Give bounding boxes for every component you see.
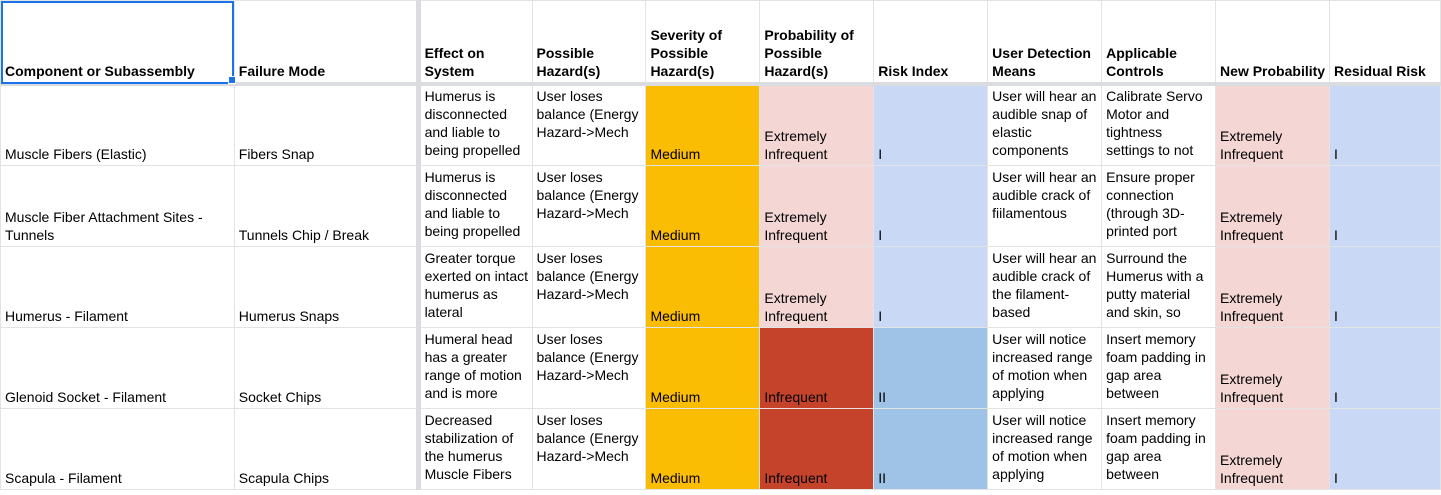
cell-failure-mode[interactable]: Scapula Chips — [233, 407, 421, 490]
table-row: Humerus - Filament Humerus Snaps Greater… — [0, 245, 1441, 328]
cell-effect-text: Humerus is disconnected and liable to be… — [424, 168, 521, 239]
header-cell-severity[interactable]: Severity of Possible Hazard(s) — [645, 0, 761, 86]
cell-controls-text: Insert memory foam padding in gap area b… — [1106, 411, 1206, 482]
cell-effect[interactable]: Humeral head has a greater range of moti… — [417, 326, 533, 409]
cell-risk-index[interactable]: II — [873, 326, 989, 409]
cell-detection[interactable]: User will hear an audible crack of the f… — [987, 245, 1103, 328]
cell-hazard[interactable]: User loses balance (Energy Hazard->Mech — [531, 83, 647, 166]
header-cell-failure-mode[interactable]: Failure Mode — [233, 0, 421, 86]
table-row: Glenoid Socket - Filament Socket Chips H… — [0, 326, 1441, 409]
cell-component[interactable]: Scapula - Filament — [0, 407, 235, 490]
cell-new-probability[interactable]: Extremely Infrequent — [1215, 83, 1330, 166]
cell-controls[interactable]: Ensure proper connection (through 3D-pri… — [1101, 164, 1217, 247]
header-cell-component[interactable]: Component or Subassembly — [0, 0, 235, 86]
cell-residual-risk[interactable]: I — [1328, 407, 1441, 490]
cell-residual-risk[interactable]: I — [1328, 164, 1441, 247]
cell-probability[interactable]: Extremely Infrequent — [759, 245, 875, 328]
cell-severity[interactable]: Medium — [645, 245, 761, 328]
cell-risk-index[interactable]: I — [873, 83, 989, 166]
header-cell-effect[interactable]: Effect on System — [417, 0, 533, 86]
cell-hazard[interactable]: User loses balance (Energy Hazard->Mech — [531, 164, 647, 247]
cell-controls[interactable]: Insert memory foam padding in gap area b… — [1101, 326, 1217, 409]
cell-severity[interactable]: Medium — [645, 83, 761, 166]
cell-failure-mode[interactable]: Fibers Snap — [233, 83, 421, 166]
cell-detection-text: User will hear an audible crack of the f… — [992, 249, 1097, 320]
cell-probability[interactable]: Infrequent — [759, 326, 875, 409]
cell-effect-text: Humerus is disconnected and liable to be… — [424, 87, 521, 158]
cell-controls-text: Calibrate Servo Motor and tightness sett… — [1106, 87, 1203, 158]
cell-risk-index[interactable]: I — [873, 164, 989, 247]
header-cell-detection[interactable]: User Detection Means — [987, 0, 1103, 86]
header-cell-controls[interactable]: Applicable Controls — [1101, 0, 1217, 86]
cell-detection[interactable]: User will hear an audible crack of fiila… — [987, 164, 1103, 247]
cell-failure-mode[interactable]: Socket Chips — [233, 326, 421, 409]
cell-controls-text: Ensure proper connection (through 3D-pri… — [1106, 168, 1195, 239]
cell-effect[interactable]: Humerus is disconnected and liable to be… — [417, 83, 533, 166]
cell-component[interactable]: Muscle Fiber Attachment Sites - Tunnels — [0, 164, 235, 247]
cell-risk-index[interactable]: I — [873, 245, 989, 328]
cell-new-probability[interactable]: Extremely Infrequent — [1215, 245, 1330, 328]
cell-severity[interactable]: Medium — [645, 326, 761, 409]
cell-hazard-text: User loses balance (Energy Hazard->Mech — [536, 411, 639, 464]
cell-component[interactable]: Humerus - Filament — [0, 245, 235, 328]
cell-new-probability[interactable]: Extremely Infrequent — [1215, 407, 1330, 490]
header-cell-probability[interactable]: Probability of Possible Hazard(s) — [759, 0, 875, 86]
cell-residual-risk[interactable]: I — [1328, 83, 1441, 166]
cell-controls[interactable]: Calibrate Servo Motor and tightness sett… — [1101, 83, 1217, 166]
cell-detection-text: User will hear an audible crack of fiila… — [992, 168, 1097, 221]
cell-new-probability[interactable]: Extremely Infrequent — [1215, 326, 1330, 409]
cell-severity[interactable]: Medium — [645, 164, 761, 247]
table-row: Scapula - Filament Scapula Chips Decreas… — [0, 407, 1441, 490]
cell-controls-text: Surround the Humerus with a putty materi… — [1106, 249, 1204, 320]
cell-controls-text: Insert memory foam padding in gap area b… — [1106, 330, 1206, 401]
table-row: Muscle Fibers (Elastic) Fibers Snap Hume… — [0, 83, 1441, 166]
cell-failure-mode[interactable]: Humerus Snaps — [233, 245, 421, 328]
cell-controls[interactable]: Insert memory foam padding in gap area b… — [1101, 407, 1217, 490]
cell-hazard[interactable]: User loses balance (Energy Hazard->Mech — [531, 245, 647, 328]
cell-failure-mode[interactable]: Tunnels Chip / Break — [233, 164, 421, 247]
cell-effect[interactable]: Decreased stabilization of the humerus M… — [417, 407, 533, 490]
cell-hazard[interactable]: User loses balance (Energy Hazard->Mech — [531, 407, 647, 490]
header-cell-new-probability[interactable]: New Probability — [1215, 0, 1330, 86]
table-row: Muscle Fiber Attachment Sites - Tunnels … — [0, 164, 1441, 247]
cell-residual-risk[interactable]: I — [1328, 245, 1441, 328]
cell-controls[interactable]: Surround the Humerus with a putty materi… — [1101, 245, 1217, 328]
cell-hazard-text: User loses balance (Energy Hazard->Mech — [536, 249, 639, 302]
cell-detection[interactable]: User will notice increased range of moti… — [987, 326, 1103, 409]
header-row: Component or Subassembly Failure Mode Ef… — [0, 0, 1441, 86]
cell-severity[interactable]: Medium — [645, 407, 761, 490]
cell-detection[interactable]: User will hear an audible snap of elasti… — [987, 83, 1103, 166]
cell-hazard[interactable]: User loses balance (Energy Hazard->Mech — [531, 326, 647, 409]
header-cell-residual-risk[interactable]: Residual Risk — [1328, 0, 1441, 86]
header-cell-hazard[interactable]: Possible Hazard(s) — [531, 0, 647, 86]
cell-component[interactable]: Glenoid Socket - Filament — [0, 326, 235, 409]
cell-residual-risk[interactable]: I — [1328, 326, 1441, 409]
selection-fill-handle[interactable] — [228, 76, 236, 84]
cell-effect-text: Greater torque exerted on intact humerus… — [424, 249, 529, 320]
cell-new-probability[interactable]: Extremely Infrequent — [1215, 164, 1330, 247]
cell-risk-index[interactable]: II — [873, 407, 989, 490]
cell-probability[interactable]: Infrequent — [759, 407, 875, 490]
cell-effect-text: Decreased stabilization of the humerus M… — [424, 411, 514, 482]
header-cell-risk-index[interactable]: Risk Index — [873, 0, 989, 86]
cell-hazard-text: User loses balance (Energy Hazard->Mech — [536, 87, 639, 140]
cell-effect[interactable]: Greater torque exerted on intact humerus… — [417, 245, 533, 328]
cell-detection-text: User will hear an audible snap of elasti… — [992, 87, 1097, 158]
cell-detection-text: User will notice increased range of moti… — [992, 411, 1093, 482]
cell-detection[interactable]: User will notice increased range of moti… — [987, 407, 1103, 490]
cell-effect-text: Humeral head has a greater range of moti… — [424, 330, 522, 401]
cell-hazard-text: User loses balance (Energy Hazard->Mech — [536, 330, 639, 383]
cell-component[interactable]: Muscle Fibers (Elastic) — [0, 83, 235, 166]
cell-detection-text: User will notice increased range of moti… — [992, 330, 1093, 401]
cell-probability[interactable]: Extremely Infrequent — [759, 164, 875, 247]
cell-effect[interactable]: Humerus is disconnected and liable to be… — [417, 164, 533, 247]
cell-probability[interactable]: Extremely Infrequent — [759, 83, 875, 166]
cell-hazard-text: User loses balance (Energy Hazard->Mech — [536, 168, 639, 221]
